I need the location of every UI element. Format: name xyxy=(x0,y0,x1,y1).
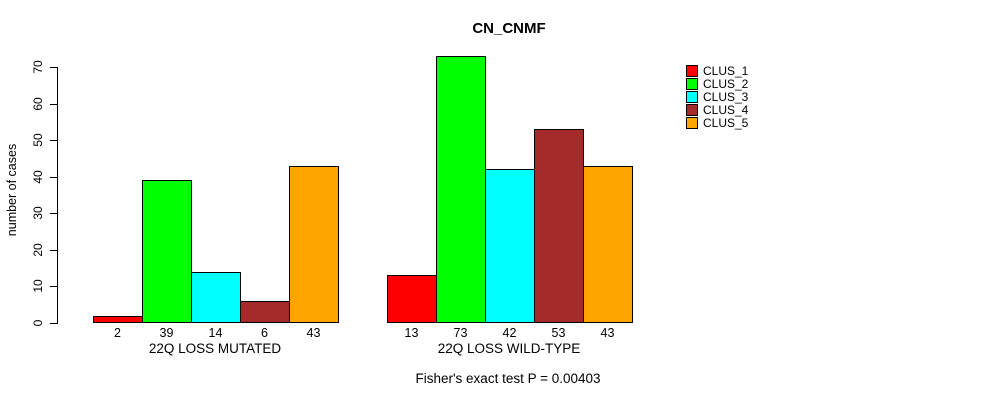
y-tick-label: 30 xyxy=(31,206,45,220)
bar-value-label: 43 xyxy=(600,326,615,340)
bar-value-label: 73 xyxy=(453,326,468,340)
y-tick-mark xyxy=(50,213,57,214)
y-tick-label: 60 xyxy=(31,97,45,111)
y-tick-mark xyxy=(50,286,57,287)
legend-swatch-CLUS_3 xyxy=(686,91,698,103)
y-tick-mark xyxy=(50,177,57,178)
y-tick-mark xyxy=(50,67,57,68)
bar-CLUS_5 xyxy=(288,166,339,323)
x-group-label: 22Q LOSS MUTATED xyxy=(148,341,282,356)
bar-CLUS_5 xyxy=(582,166,633,323)
bar-CLUS_2 xyxy=(435,56,486,323)
y-tick-mark xyxy=(50,323,57,324)
bar-CLUS_1 xyxy=(92,316,143,323)
legend-swatch-CLUS_4 xyxy=(686,104,698,116)
legend-label: CLUS_3 xyxy=(703,90,749,104)
bar-CLUS_3 xyxy=(484,169,535,323)
y-tick-label: 70 xyxy=(31,60,45,74)
legend: CLUS_1 CLUS_2 CLUS_3 CLUS_4 CLUS_5 xyxy=(686,64,806,135)
y-axis-line xyxy=(57,67,58,324)
bar-value-label: 43 xyxy=(306,326,321,340)
bar-value-label: 13 xyxy=(404,326,419,340)
bar-value-label: 53 xyxy=(551,326,566,340)
chart-title: CN_CNMF xyxy=(472,20,546,37)
annotation-text: Fisher's exact test P = 0.00403 xyxy=(415,371,601,386)
y-tick-mark xyxy=(50,104,57,105)
legend-item: CLUS_2 xyxy=(686,77,796,91)
legend-label: CLUS_4 xyxy=(703,103,749,117)
legend-swatch-CLUS_5 xyxy=(686,117,698,129)
legend-item: CLUS_5 xyxy=(686,116,796,130)
bar-CLUS_4 xyxy=(533,129,584,323)
bar-value-label: 42 xyxy=(502,326,517,340)
y-tick-mark xyxy=(50,140,57,141)
y-tick-label: 0 xyxy=(31,319,45,327)
y-tick-label: 40 xyxy=(31,170,45,184)
bar-CLUS_4 xyxy=(239,301,290,323)
legend-label: CLUS_1 xyxy=(703,64,749,78)
bar-CLUS_1 xyxy=(386,275,437,323)
bar-value-label: 14 xyxy=(208,326,223,340)
bar-CLUS_2 xyxy=(141,180,192,323)
bar-value-label: 39 xyxy=(159,326,174,340)
legend-label: CLUS_5 xyxy=(703,116,749,130)
bar-value-label: 6 xyxy=(261,326,268,340)
bar-value-label: 2 xyxy=(114,326,121,340)
x-group-label: 22Q LOSS WILD-TYPE xyxy=(437,341,581,356)
legend-item: CLUS_1 xyxy=(686,64,796,78)
legend-item: CLUS_3 xyxy=(686,90,796,104)
legend-label: CLUS_2 xyxy=(703,77,749,91)
legend-swatch-CLUS_2 xyxy=(686,78,698,90)
legend-swatch-CLUS_1 xyxy=(686,65,698,77)
y-tick-label: 50 xyxy=(31,133,45,147)
y-tick-label: 10 xyxy=(31,279,45,293)
bar-CLUS_3 xyxy=(190,272,241,323)
y-tick-label: 20 xyxy=(31,243,45,257)
y-tick-mark xyxy=(50,250,57,251)
legend-item: CLUS_4 xyxy=(686,103,796,117)
